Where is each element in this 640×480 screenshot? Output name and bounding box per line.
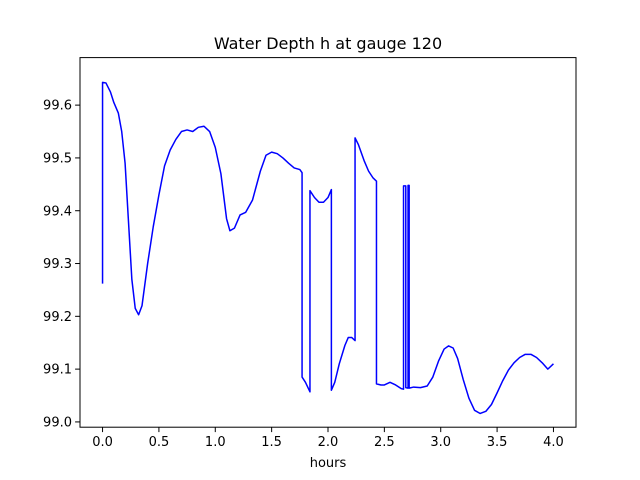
x-tick-label: 1.5 (261, 435, 282, 450)
y-tick-label: 99.6 (43, 99, 72, 114)
y-tick-label: 99.4 (43, 204, 72, 219)
x-tick-label: 0.5 (149, 435, 170, 450)
y-axis: 99.0 99.1 99.2 99.3 99.4 99.5 99.6 (43, 99, 80, 431)
y-tick-label: 99.1 (43, 363, 72, 378)
y-tick-label: 99.3 (43, 257, 72, 272)
x-axis: 0.0 0.5 1.0 1.5 2.0 2.5 3.0 3.5 4.0 (92, 427, 564, 450)
x-tick-label: 0.0 (92, 435, 113, 450)
y-tick-label: 99.2 (43, 310, 72, 325)
x-tick-label: 3.0 (430, 435, 451, 450)
x-tick-label: 4.0 (543, 435, 564, 450)
series-line (101, 81, 554, 415)
y-tick-label: 99.0 (43, 416, 72, 431)
chart-title: Water Depth h at gauge 120 (214, 34, 442, 53)
series-layer (101, 81, 554, 415)
x-tick-label: 2.5 (374, 435, 395, 450)
x-tick-label: 2.0 (318, 435, 339, 450)
x-axis-label: hours (310, 456, 347, 471)
y-tick-label: 99.5 (43, 152, 72, 167)
x-tick-label: 1.0 (205, 435, 226, 450)
x-tick-label: 3.5 (487, 435, 508, 450)
